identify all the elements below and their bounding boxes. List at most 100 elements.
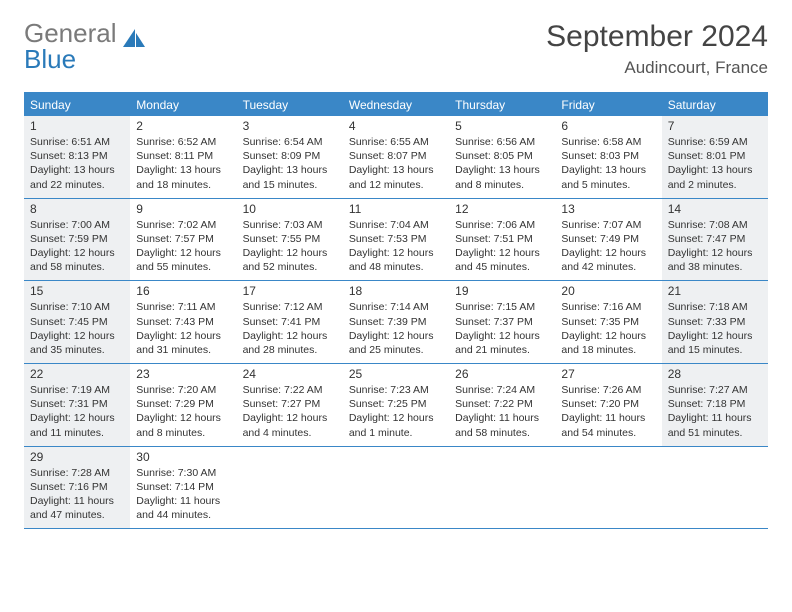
day-cell: 12 Sunrise: 7:06 AMSunset: 7:51 PMDayligh… [449,199,555,281]
daylight-text-2: and 11 minutes. [30,426,124,440]
daylight-text-1: Daylight: 12 hours [136,329,230,343]
week-row: 29Sunrise: 7:28 AMSunset: 7:16 PMDayligh… [24,447,768,530]
day-cell: 24Sunrise: 7:22 AMSunset: 7:27 PMDayligh… [237,364,343,446]
daylight-text-1: Daylight: 12 hours [30,411,124,425]
daylight-text-2: and 52 minutes. [243,260,337,274]
sunset-text: Sunset: 7:59 PM [30,232,124,246]
sunrise-text: Sunrise: 7:23 AM [349,383,443,397]
day-number: 10 [243,202,337,216]
daylight-text-1: Daylight: 12 hours [30,246,124,260]
sunset-text: Sunset: 7:55 PM [243,232,337,246]
day-cell: 19Sunrise: 7:15 AMSunset: 7:37 PMDayligh… [449,281,555,363]
day-number: 12 [455,202,549,216]
daylight-text-1: Daylight: 11 hours [455,411,549,425]
day-info: Sunrise: 7:00 AMSunset: 7:59 PMDaylight:… [30,218,124,275]
day-header-cell: Monday [130,94,236,116]
day-info: Sunrise: 6:56 AMSunset: 8:05 PMDaylight:… [455,135,549,192]
day-header-cell: Wednesday [343,94,449,116]
sunset-text: Sunset: 8:01 PM [668,149,762,163]
day-number: 6 [561,119,655,133]
day-cell: 30Sunrise: 7:30 AMSunset: 7:14 PMDayligh… [130,447,236,529]
day-number: 5 [455,119,549,133]
day-number: 9 [136,202,230,216]
sunset-text: Sunset: 7:22 PM [455,397,549,411]
day-cell: 10 Sunrise: 7:03 AMSunset: 7:55 PMDayligh… [237,199,343,281]
day-cell: 4 Sunrise: 6:55 AMSunset: 8:07 PMDaylight… [343,116,449,198]
day-cell: 3Sunrise: 6:54 AMSunset: 8:09 PMDaylight… [237,116,343,198]
sunrise-text: Sunrise: 7:27 AM [668,383,762,397]
day-number: 4 [349,119,443,133]
day-info: Sunrise: 6:59 AMSunset: 8:01 PMDaylight:… [668,135,762,192]
daylight-text-1: Daylight: 12 hours [243,246,337,260]
sunset-text: Sunset: 7:18 PM [668,397,762,411]
sunset-text: Sunset: 8:07 PM [349,149,443,163]
sunset-text: Sunset: 8:13 PM [30,149,124,163]
daylight-text-2: and 12 minutes. [349,178,443,192]
day-header-cell: Friday [555,94,661,116]
title-block: September 2024 Audincourt, France [546,20,768,78]
day-cell [343,447,449,529]
sunrise-text: Sunrise: 7:02 AM [136,218,230,232]
daylight-text-1: Daylight: 13 hours [668,163,762,177]
day-number: 22 [30,367,124,381]
sail-icon [121,27,147,53]
daylight-text-1: Daylight: 12 hours [455,329,549,343]
daylight-text-1: Daylight: 13 hours [243,163,337,177]
sunset-text: Sunset: 7:27 PM [243,397,337,411]
sunrise-text: Sunrise: 6:58 AM [561,135,655,149]
day-number: 11 [349,202,443,216]
day-number: 28 [668,367,762,381]
daylight-text-2: and 28 minutes. [243,343,337,357]
logo-text-blue: Blue [24,44,76,74]
sunrise-text: Sunrise: 7:24 AM [455,383,549,397]
sunset-text: Sunset: 7:51 PM [455,232,549,246]
daylight-text-2: and 35 minutes. [30,343,124,357]
day-number: 3 [243,119,337,133]
day-number: 27 [561,367,655,381]
sunrise-text: Sunrise: 7:06 AM [455,218,549,232]
location: Audincourt, France [546,58,768,78]
day-cell: 17Sunrise: 7:12 AMSunset: 7:41 PMDayligh… [237,281,343,363]
day-header-cell: Tuesday [237,94,343,116]
daylight-text-1: Daylight: 12 hours [668,246,762,260]
day-info: Sunrise: 7:18 AMSunset: 7:33 PMDaylight:… [668,300,762,357]
month-title: September 2024 [546,20,768,54]
sunrise-text: Sunrise: 7:30 AM [136,466,230,480]
sunset-text: Sunset: 7:31 PM [30,397,124,411]
sunrise-text: Sunrise: 7:28 AM [30,466,124,480]
day-info: Sunrise: 7:06 AMSunset: 7:51 PMDaylight:… [455,218,549,275]
day-info: Sunrise: 6:55 AMSunset: 8:07 PMDaylight:… [349,135,443,192]
daylight-text-2: and 47 minutes. [30,508,124,522]
sunrise-text: Sunrise: 7:03 AM [243,218,337,232]
daylight-text-2: and 18 minutes. [561,343,655,357]
day-header-row: SundayMondayTuesdayWednesdayThursdayFrid… [24,94,768,116]
day-number: 25 [349,367,443,381]
day-cell: 27Sunrise: 7:26 AMSunset: 7:20 PMDayligh… [555,364,661,446]
sunrise-text: Sunrise: 7:15 AM [455,300,549,314]
sunrise-text: Sunrise: 6:51 AM [30,135,124,149]
day-info: Sunrise: 7:02 AMSunset: 7:57 PMDaylight:… [136,218,230,275]
day-cell: 25 Sunrise: 7:23 AMSunset: 7:25 PMDayligh… [343,364,449,446]
sunrise-text: Sunrise: 7:11 AM [136,300,230,314]
sunrise-text: Sunrise: 7:14 AM [349,300,443,314]
sunset-text: Sunset: 7:37 PM [455,315,549,329]
sunrise-text: Sunrise: 7:22 AM [243,383,337,397]
week-row: 8Sunrise: 7:00 AMSunset: 7:59 PMDaylight… [24,199,768,282]
daylight-text-2: and 58 minutes. [455,426,549,440]
sunrise-text: Sunrise: 6:54 AM [243,135,337,149]
day-info: Sunrise: 7:28 AMSunset: 7:16 PMDaylight:… [30,466,124,523]
day-info: Sunrise: 7:23 AMSunset: 7:25 PMDaylight:… [349,383,443,440]
daylight-text-1: Daylight: 12 hours [561,329,655,343]
sunset-text: Sunset: 7:45 PM [30,315,124,329]
day-info: Sunrise: 7:16 AMSunset: 7:35 PMDaylight:… [561,300,655,357]
day-cell: 26 Sunrise: 7:24 AMSunset: 7:22 PMDayligh… [449,364,555,446]
day-cell: 2Sunrise: 6:52 AMSunset: 8:11 PMDaylight… [130,116,236,198]
sunrise-text: Sunrise: 7:04 AM [349,218,443,232]
sunset-text: Sunset: 8:03 PM [561,149,655,163]
daylight-text-1: Daylight: 12 hours [455,246,549,260]
day-info: Sunrise: 7:27 AMSunset: 7:18 PMDaylight:… [668,383,762,440]
sunset-text: Sunset: 8:05 PM [455,149,549,163]
day-cell: 7Sunrise: 6:59 AMSunset: 8:01 PMDaylight… [662,116,768,198]
day-number: 26 [455,367,549,381]
day-cell: 28 Sunrise: 7:27 AMSunset: 7:18 PMDayligh… [662,364,768,446]
